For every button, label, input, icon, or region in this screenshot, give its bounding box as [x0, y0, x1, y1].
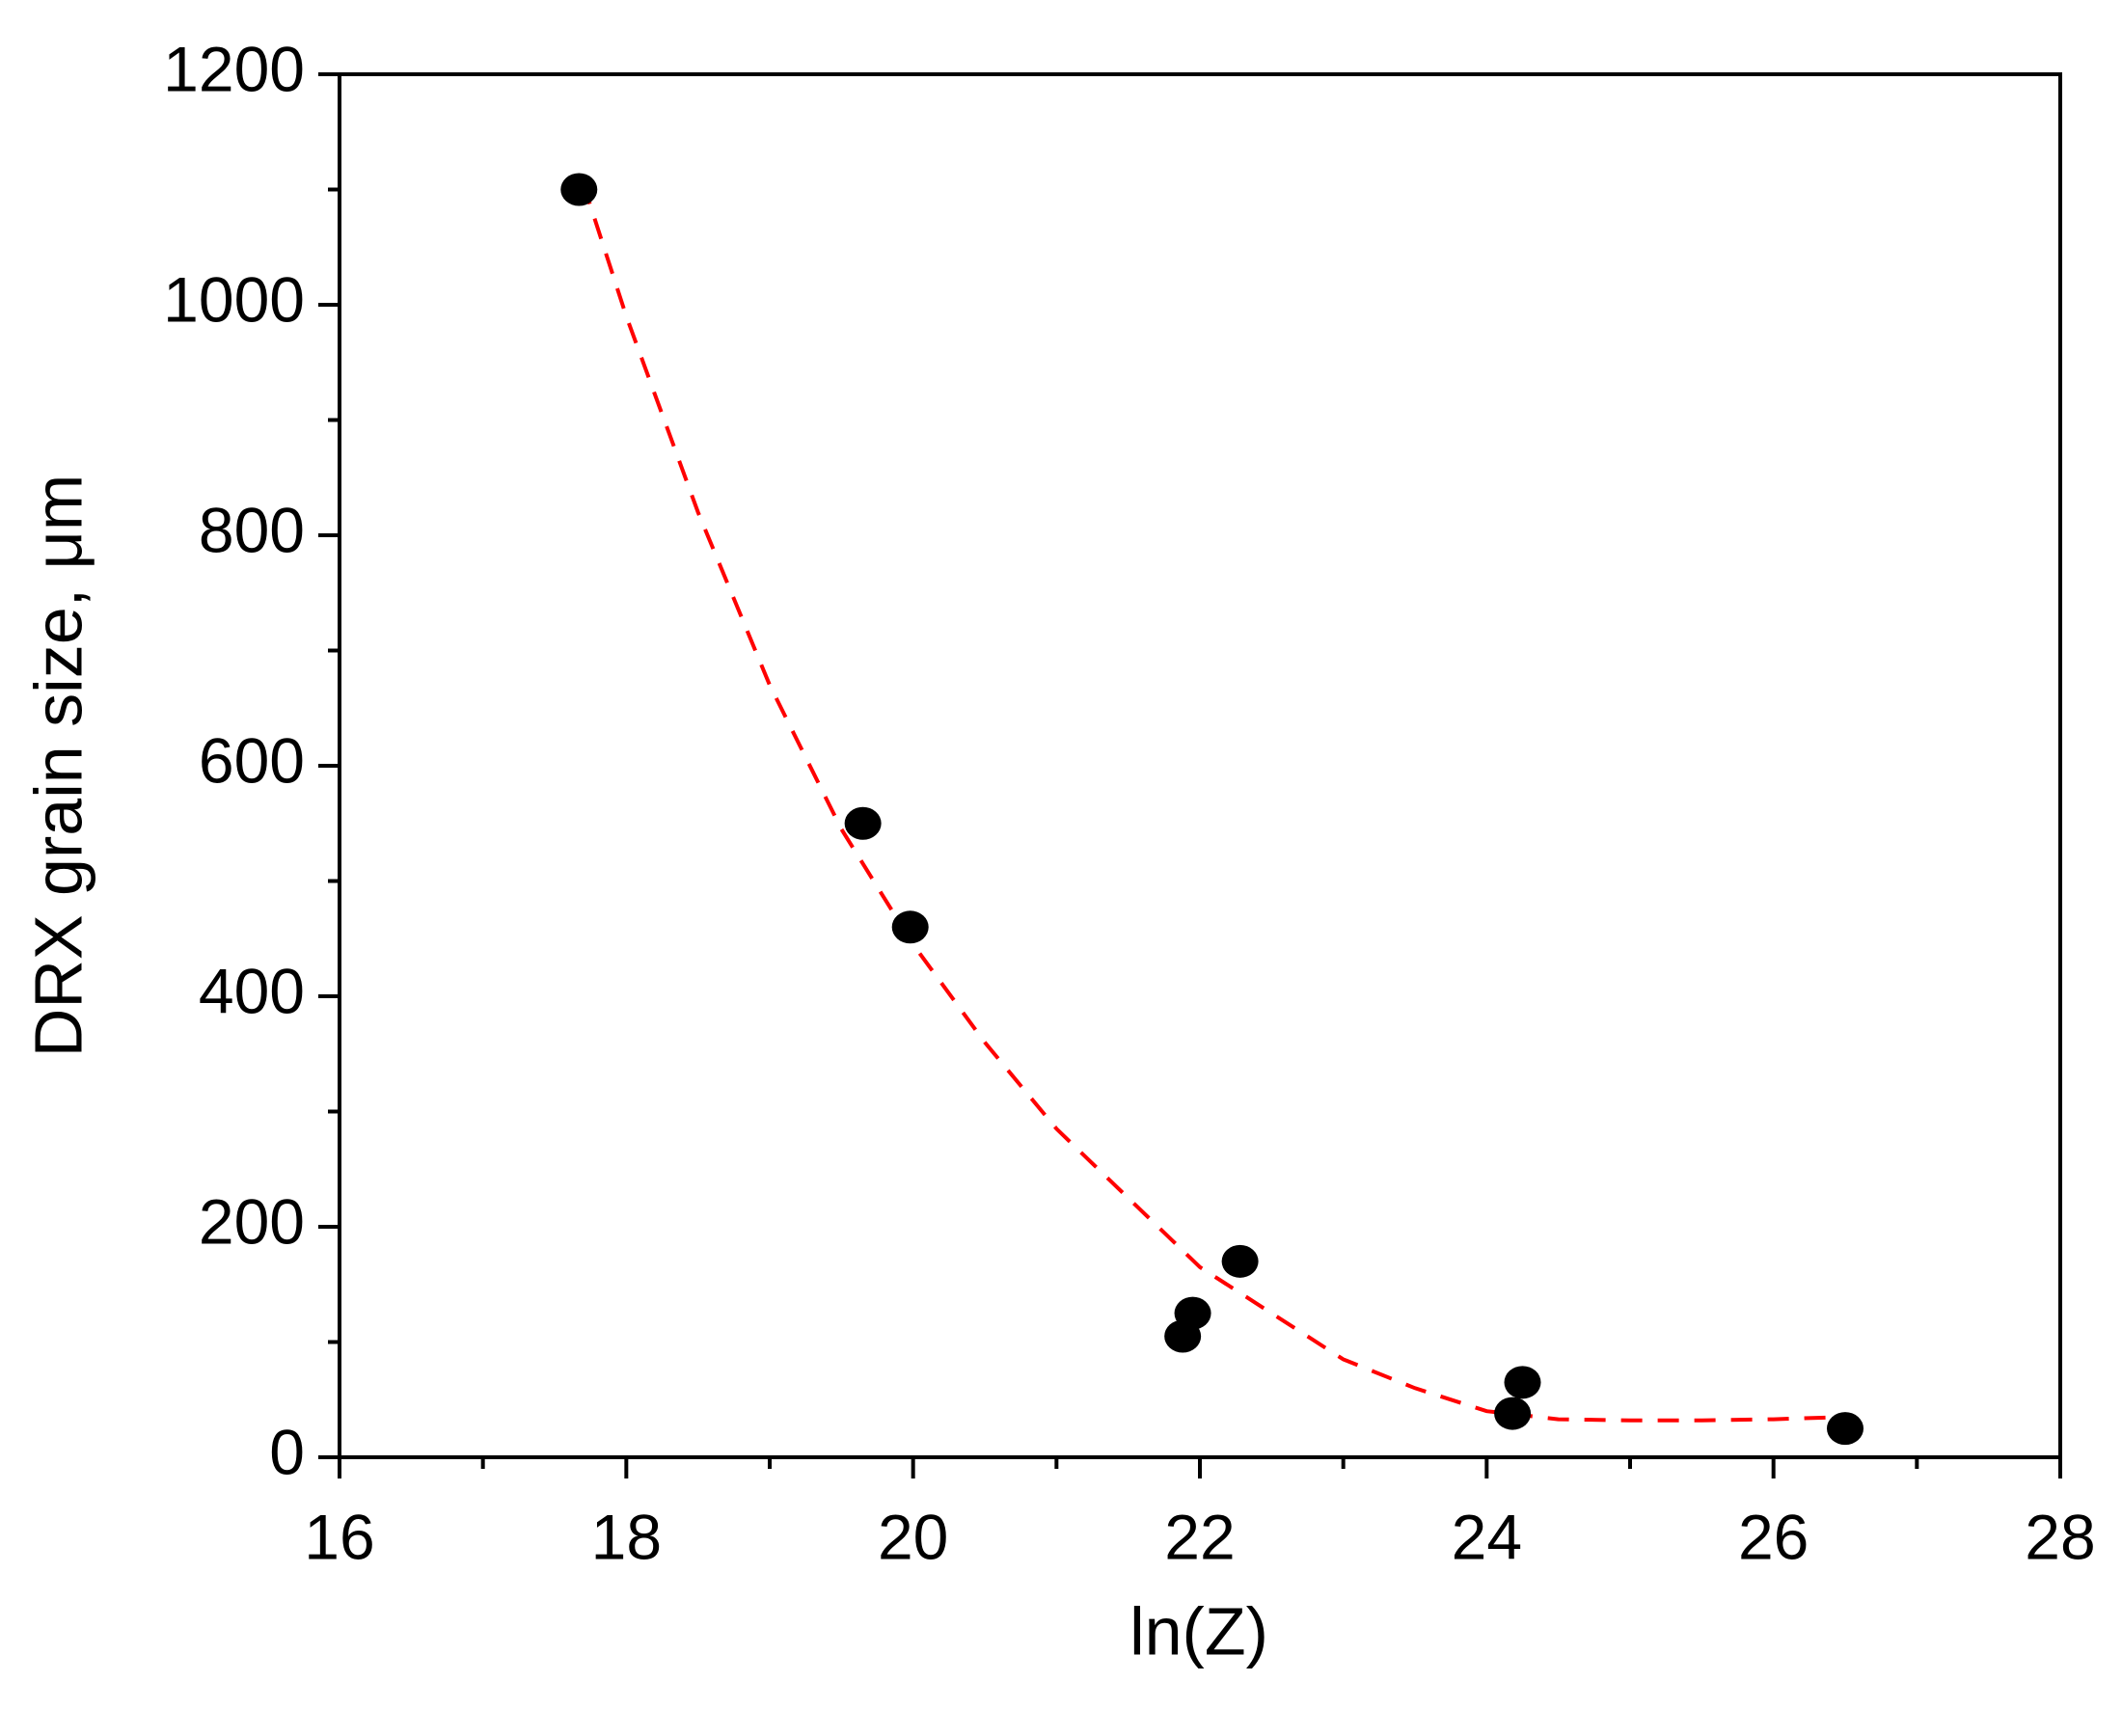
- y-tick-label: 200: [199, 1185, 305, 1257]
- data-point: [1827, 1412, 1864, 1446]
- data-point: [891, 910, 929, 944]
- y-axis-label: DRX grain size, μm: [20, 475, 95, 1057]
- y-tick-label: 800: [199, 494, 305, 565]
- x-tick-label: 18: [591, 1501, 662, 1572]
- data-point: [560, 173, 598, 206]
- x-tick-label: 26: [1738, 1501, 1809, 1572]
- y-tick-label: 400: [199, 955, 305, 1026]
- y-tick-label: 1000: [163, 263, 305, 335]
- x-tick-label: 22: [1164, 1501, 1235, 1572]
- data-point: [844, 806, 882, 840]
- x-tick-label: 20: [878, 1501, 948, 1572]
- y-tick-label: 0: [269, 1416, 305, 1487]
- x-tick-label: 16: [304, 1501, 374, 1572]
- plot-frame: [338, 72, 2062, 1459]
- y-tick-label: 1200: [163, 33, 305, 104]
- data-point: [1504, 1366, 1541, 1399]
- data-point: [1494, 1397, 1532, 1430]
- x-axis-label: ln(Z): [1129, 1593, 1268, 1668]
- x-tick-label: 28: [2025, 1501, 2095, 1572]
- data-point: [1221, 1244, 1259, 1278]
- fit-curve: [581, 182, 1846, 1423]
- data-point: [1174, 1296, 1211, 1330]
- y-tick-label: 600: [199, 724, 305, 796]
- x-tick-label: 24: [1452, 1501, 1522, 1572]
